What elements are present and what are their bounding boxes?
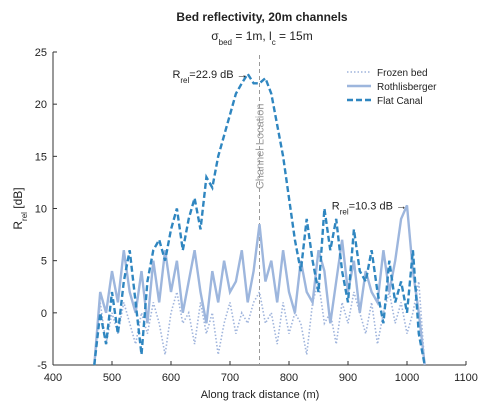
series-line [93,204,426,366]
y-tick-label: 10 [35,204,47,216]
x-tick-label: 800 [280,372,298,384]
y-tick-label: 15 [35,151,47,163]
x-tick-label: 1000 [395,372,419,384]
chart-title: Bed reflectivity, 20m channels [176,10,348,24]
y-tick-label: 20 [35,99,47,111]
x-tick-label: 700 [221,372,239,384]
y-tick-label: 25 [35,47,47,59]
text-part: [dB] [11,187,25,212]
text-part: R [11,221,25,230]
legend-label: Flat Canal [377,96,423,107]
subscript: rel [180,75,189,84]
legend-label: Rothlisberger [377,82,437,93]
text-part: = 15m [276,29,313,43]
text-part: =22.9 dB → [189,69,247,81]
text-part: =10.3 dB → [349,200,407,212]
text-part: R [332,200,340,212]
subscript: rel [340,207,349,216]
x-axis-label: Along track distance (m) [201,389,320,401]
x-tick-label: 500 [103,372,121,384]
text-part: R [172,69,180,81]
y-tick-label: -5 [37,360,47,372]
y-tick-label: 5 [41,256,47,268]
y-axis-label: Rrel [dB] [11,187,29,229]
series-line [93,71,426,366]
subscript: c [272,38,276,47]
legend-label: Frozen bed [377,68,428,79]
text-part: = 1m, l [232,29,272,43]
x-tick-label: 900 [339,372,357,384]
y-tick-label: 0 [41,308,47,320]
x-tick-label: 1100 [454,372,478,384]
x-tick-label: 600 [162,372,180,384]
chart-subtitle: σbed = 1m, lc = 15m [211,29,312,47]
series-line [93,281,426,366]
annotation: Rrel=10.3 dB → [332,200,407,216]
x-tick-label: 400 [44,372,62,384]
annotation: Rrel=22.9 dB → [172,69,247,85]
text-part: σ [211,29,219,43]
subscript: rel [20,212,29,221]
channel-label: Channel Location [255,104,267,190]
subscript: bed [219,38,232,47]
